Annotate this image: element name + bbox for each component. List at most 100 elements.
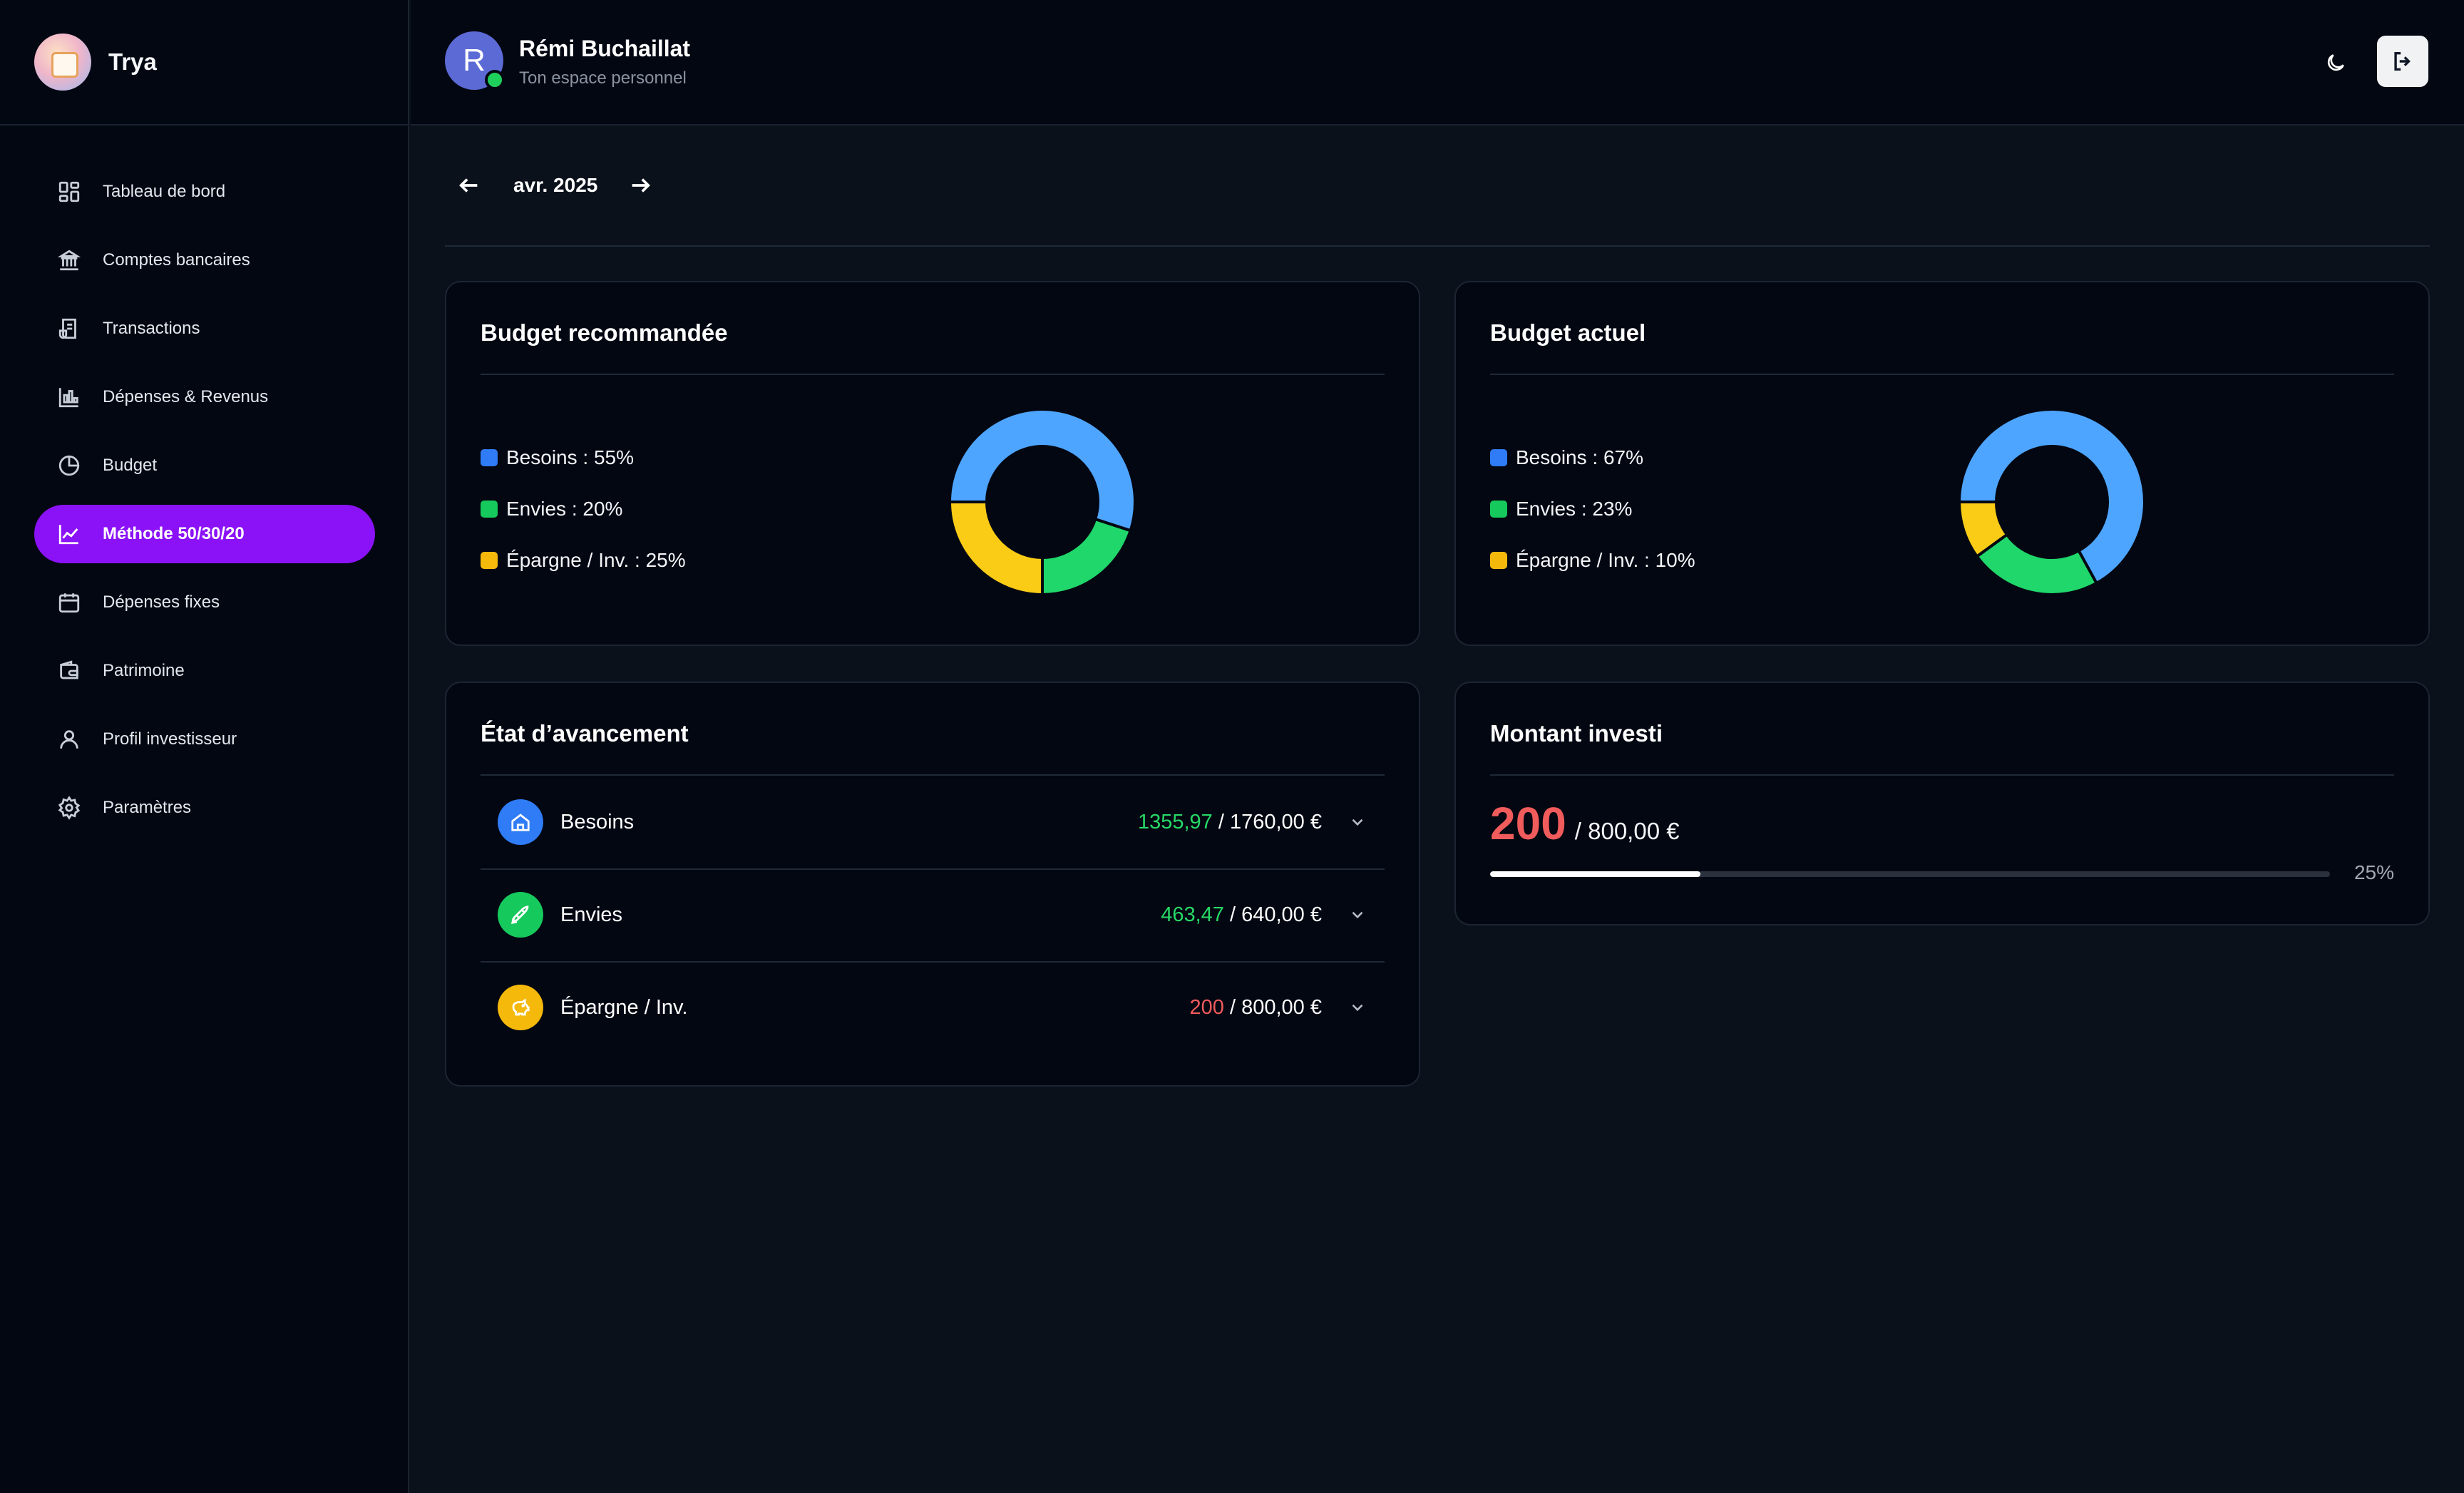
donut-slice-epargne[interactable]	[1957, 501, 2009, 559]
sidebar-item-transactions[interactable]: Transactions	[34, 299, 375, 358]
recommended-budget-donut-chart	[948, 408, 1136, 597]
section-divider	[445, 245, 2430, 247]
progress-values: 463,47 / 640,00 €	[1161, 903, 1322, 927]
legend-item-epargne: Épargne / Inv. : 25%	[481, 535, 686, 586]
chart-legend: Besoins : 55% Envies : 20% Épargne / Inv…	[481, 432, 686, 586]
legend-label: Épargne / Inv. : 25%	[506, 549, 686, 571]
recommended-budget-card: Budget recommandée Besoins : 55% Envies …	[445, 281, 1420, 646]
top-header: R Rémi Buchaillat Ton espace personnel	[411, 0, 2464, 125]
brand[interactable]: Trya	[0, 0, 408, 125]
donut-slice-envies[interactable]	[1041, 517, 1133, 597]
sidebar-nav: Tableau de bord Comptes bancaires Transa…	[34, 163, 375, 847]
progress-status-card: État d’avancement Besoins 1355,97 / 1760…	[445, 682, 1420, 1087]
avatar[interactable]: R	[445, 31, 505, 90]
sidebar-item-label: Dépenses fixes	[103, 592, 220, 612]
receipt-icon	[58, 318, 76, 339]
progress-spent: 1355,97	[1137, 810, 1213, 833]
card-title: Budget recommandée	[481, 319, 728, 346]
gear-icon	[58, 796, 81, 820]
invested-progress-fill	[1490, 871, 1700, 877]
progress-row-epargne[interactable]: Épargne / Inv. 200 / 800,00 €	[481, 961, 1385, 1054]
arrow-right-icon	[632, 178, 651, 193]
home-icon	[511, 814, 530, 831]
expand-button[interactable]	[1336, 808, 1379, 836]
progress-icon-badge	[498, 799, 543, 845]
card-divider	[481, 374, 1385, 375]
progress-total: / 1760,00 €	[1212, 810, 1322, 833]
avatar-initial: R	[463, 43, 486, 78]
moon-icon	[2327, 54, 2344, 71]
current-budget-card: Budget actuel Besoins : 67% Envies : 23%…	[1454, 281, 2430, 646]
invested-amount: 200 / 800,00 €	[1490, 797, 1680, 850]
progress-label: Épargne / Inv.	[560, 995, 688, 1019]
sidebar: Trya Tableau de bord Comptes bancaires T…	[0, 0, 409, 1493]
legend-item-envies: Envies : 20%	[481, 483, 686, 535]
sidebar-item-comptes-bancaires[interactable]: Comptes bancaires	[34, 231, 375, 289]
piggy-bank-icon	[512, 998, 530, 1016]
current-budget-donut-chart	[1957, 408, 2146, 596]
invested-percent: 25%	[2353, 861, 2394, 883]
legend-swatch	[481, 449, 498, 466]
sidebar-item-methode-50-30-20[interactable]: Méthode 50/30/20	[34, 505, 375, 563]
previous-month-button[interactable]	[445, 163, 493, 208]
bank-icon	[57, 250, 81, 271]
progress-spent: 200	[1189, 995, 1224, 1019]
legend-label: Envies : 20%	[506, 498, 623, 520]
sidebar-item-depenses-revenus[interactable]: Dépenses & Revenus	[34, 368, 375, 426]
sidebar-item-label: Patrimoine	[103, 661, 185, 680]
sidebar-item-patrimoine[interactable]: Patrimoine	[34, 642, 375, 700]
logout-button[interactable]	[2377, 36, 2428, 87]
legend-label: Besoins : 55%	[506, 446, 634, 468]
sidebar-item-label: Méthode 50/30/20	[103, 524, 245, 543]
chevron-down-icon	[1352, 1004, 1363, 1012]
sidebar-item-label: Dépenses & Revenus	[103, 387, 269, 406]
legend-swatch	[1490, 501, 1507, 518]
legend-item-besoins: Besoins : 67%	[1490, 432, 1695, 483]
line-chart-icon	[58, 525, 78, 545]
sidebar-item-depenses-fixes[interactable]: Dépenses fixes	[34, 573, 375, 632]
legend-item-epargne: Épargne / Inv. : 10%	[1490, 535, 1695, 586]
sidebar-item-label: Comptes bancaires	[103, 250, 250, 270]
card-title: Budget actuel	[1490, 319, 1646, 346]
next-month-button[interactable]	[616, 163, 664, 208]
sidebar-item-tableau-de-bord[interactable]: Tableau de bord	[34, 163, 375, 221]
logout-icon	[2394, 51, 2411, 71]
card-divider	[481, 774, 1385, 776]
donut-slice-epargne[interactable]	[948, 501, 1044, 597]
sidebar-item-parametres[interactable]: Paramètres	[34, 779, 375, 837]
progress-label: Envies	[560, 903, 623, 926]
legend-label: Besoins : 67%	[1516, 446, 1643, 468]
progress-icon-badge	[498, 892, 543, 938]
sidebar-item-label: Paramètres	[103, 798, 192, 817]
theme-toggle-button[interactable]	[2317, 44, 2354, 81]
progress-spent: 463,47	[1161, 903, 1224, 926]
sidebar-item-budget[interactable]: Budget	[34, 436, 375, 495]
sidebar-item-profil-investisseur[interactable]: Profil investisseur	[34, 710, 375, 769]
card-title: Montant investi	[1490, 720, 1663, 747]
sidebar-item-label: Tableau de bord	[103, 182, 226, 201]
invested-amount-card: Montant investi 200 / 800,00 € 25%	[1454, 682, 2430, 925]
expand-button[interactable]	[1336, 993, 1379, 1022]
brand-logo	[34, 34, 91, 91]
pie-chart-icon	[58, 455, 80, 476]
legend-label: Envies : 23%	[1516, 498, 1633, 520]
invested-target: / 800,00 €	[1574, 818, 1680, 844]
wallet-icon	[60, 660, 78, 679]
progress-row-besoins[interactable]: Besoins 1355,97 / 1760,00 €	[481, 776, 1385, 868]
bar-chart-icon	[58, 388, 78, 408]
progress-icon-badge	[498, 985, 543, 1030]
chevron-down-icon	[1352, 819, 1363, 826]
donut-slice-besoins[interactable]	[1957, 408, 2146, 585]
brand-name: Trya	[108, 48, 157, 75]
sidebar-item-label: Budget	[103, 456, 158, 475]
online-status-dot	[485, 70, 505, 90]
donut-slice-besoins[interactable]	[948, 408, 1136, 533]
row-divider	[481, 868, 1385, 870]
expand-button[interactable]	[1336, 901, 1379, 929]
invested-progress-bar	[1490, 871, 2330, 877]
card-divider	[1490, 774, 2394, 776]
user-subtitle: Ton espace personnel	[519, 68, 687, 88]
progress-values: 200 / 800,00 €	[1190, 996, 1322, 1020]
legend-swatch	[481, 552, 498, 569]
progress-row-envies[interactable]: Envies 463,47 / 640,00 €	[481, 868, 1385, 961]
